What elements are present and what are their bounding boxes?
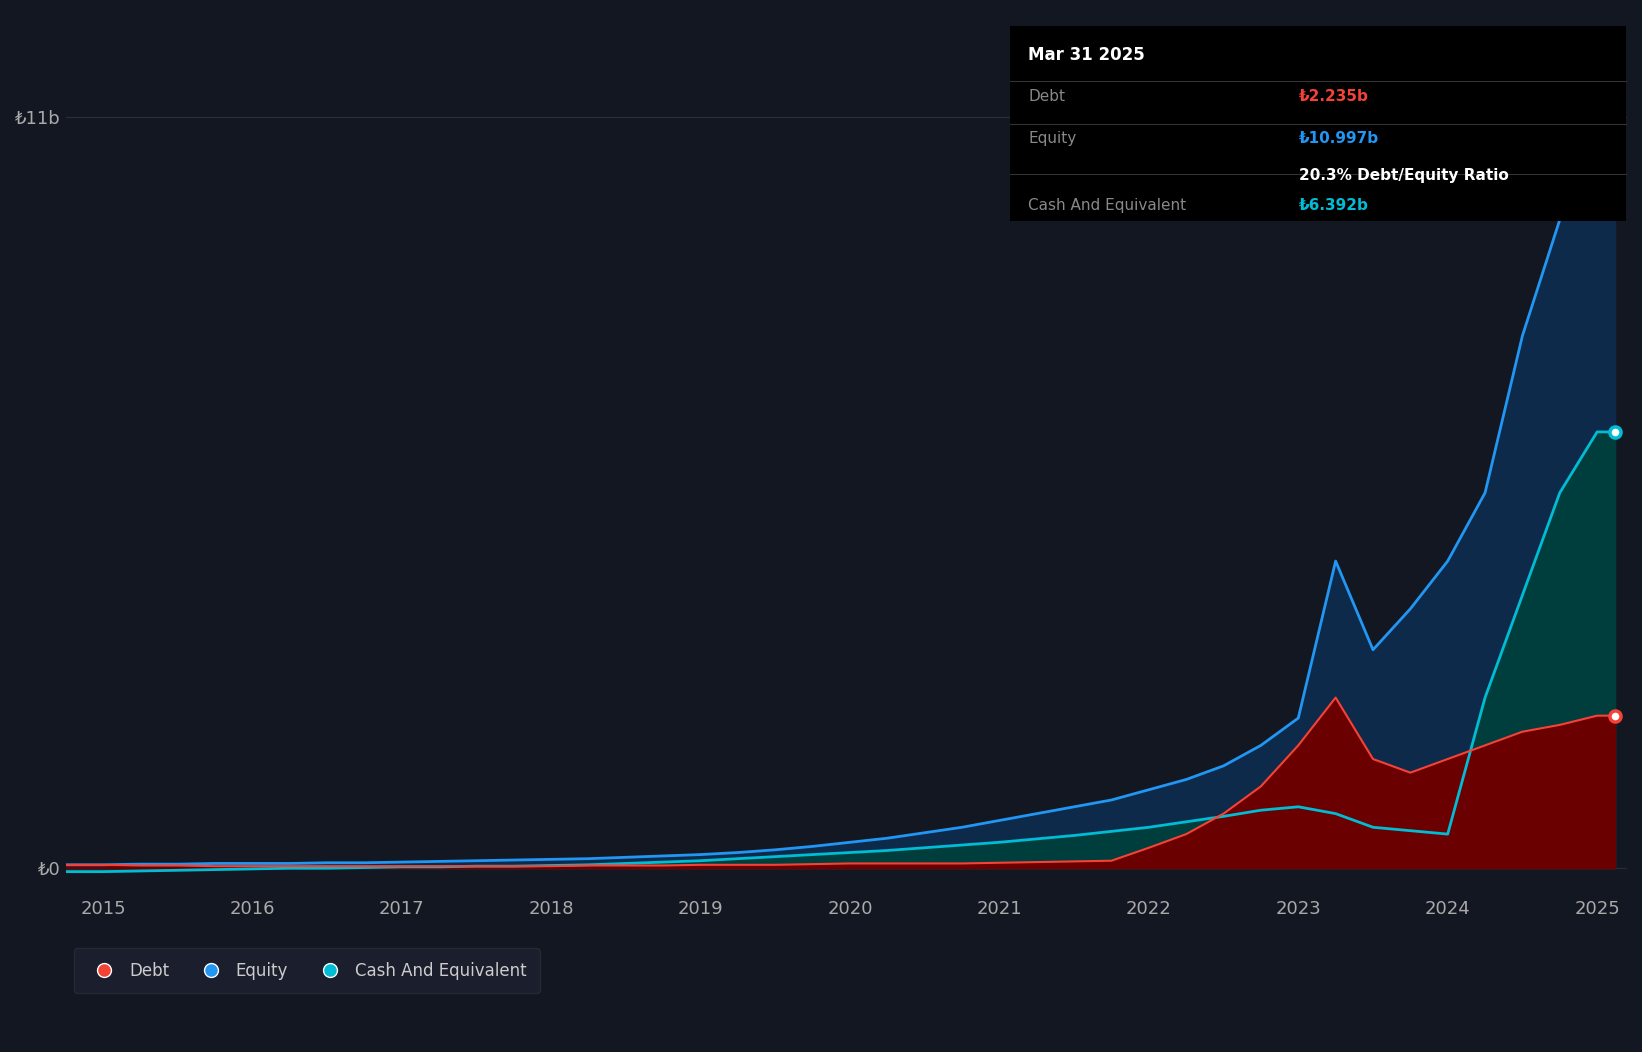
Text: Debt: Debt: [1028, 88, 1066, 103]
Text: 20.3% Debt/Equity Ratio: 20.3% Debt/Equity Ratio: [1299, 168, 1509, 183]
Text: Equity: Equity: [1028, 132, 1077, 146]
Text: ₺2.235b: ₺2.235b: [1299, 88, 1369, 103]
Text: Cash And Equivalent: Cash And Equivalent: [1028, 198, 1187, 213]
Text: ₺6.392b: ₺6.392b: [1299, 198, 1369, 213]
Text: ₺10.997b: ₺10.997b: [1299, 132, 1379, 146]
Text: Mar 31 2025: Mar 31 2025: [1028, 45, 1144, 64]
Legend: Debt, Equity, Cash And Equivalent: Debt, Equity, Cash And Equivalent: [74, 948, 540, 993]
